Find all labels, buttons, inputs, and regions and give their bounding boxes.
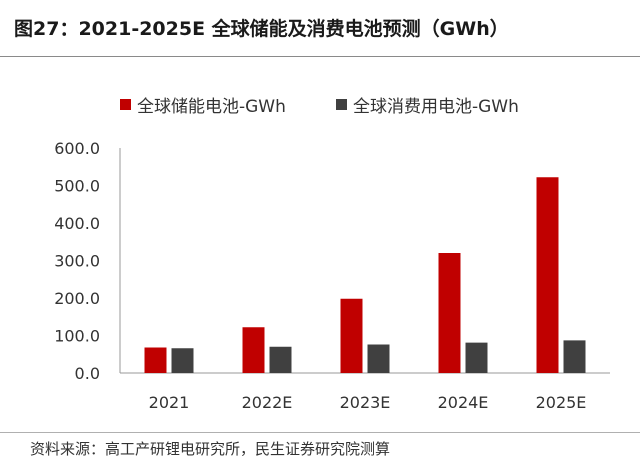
y-tick-label: 200.0	[54, 289, 100, 308]
bar-consumer	[171, 348, 194, 373]
bar-consumer	[563, 340, 586, 373]
legend-swatch-consumer	[336, 99, 347, 110]
bar-storage	[438, 253, 461, 373]
x-tick-label: 2021	[149, 393, 190, 412]
legend-label-consumer: 全球消费用电池-GWh	[353, 97, 519, 117]
bar-storage	[536, 177, 559, 373]
title-divider	[0, 56, 640, 57]
y-tick-label: 400.0	[54, 214, 100, 233]
bar-storage	[144, 347, 167, 373]
x-tick-label: 2024E	[438, 393, 489, 412]
y-tick-label: 500.0	[54, 177, 100, 196]
y-tick-label: 100.0	[54, 327, 100, 346]
legend-item-consumer: 全球消费用电池-GWh	[336, 92, 519, 117]
y-tick-label: 600.0	[54, 139, 100, 158]
legend: 全球储能电池-GWh 全球消费用电池-GWh	[0, 92, 640, 117]
chart-title: 图27：2021-2025E 全球储能及消费电池预测（GWh）	[14, 18, 509, 40]
bar-consumer	[465, 342, 488, 373]
x-tick-label: 2023E	[340, 393, 391, 412]
x-tick-label: 2025E	[536, 393, 587, 412]
y-tick-label: 300.0	[54, 252, 100, 271]
bar-consumer	[269, 346, 292, 373]
bar-consumer	[367, 344, 390, 373]
y-tick-label: 0.0	[75, 364, 100, 383]
footer-divider	[0, 432, 640, 433]
legend-swatch-storage	[120, 99, 131, 110]
legend-label-storage: 全球储能电池-GWh	[137, 97, 286, 117]
legend-item-storage: 全球储能电池-GWh	[120, 92, 286, 117]
source-note: 资料来源：高工产研锂电研究所，民生证券研究院测算	[30, 440, 391, 458]
bar-storage	[340, 298, 363, 373]
x-tick-label: 2022E	[242, 393, 293, 412]
bar-storage	[242, 327, 265, 373]
